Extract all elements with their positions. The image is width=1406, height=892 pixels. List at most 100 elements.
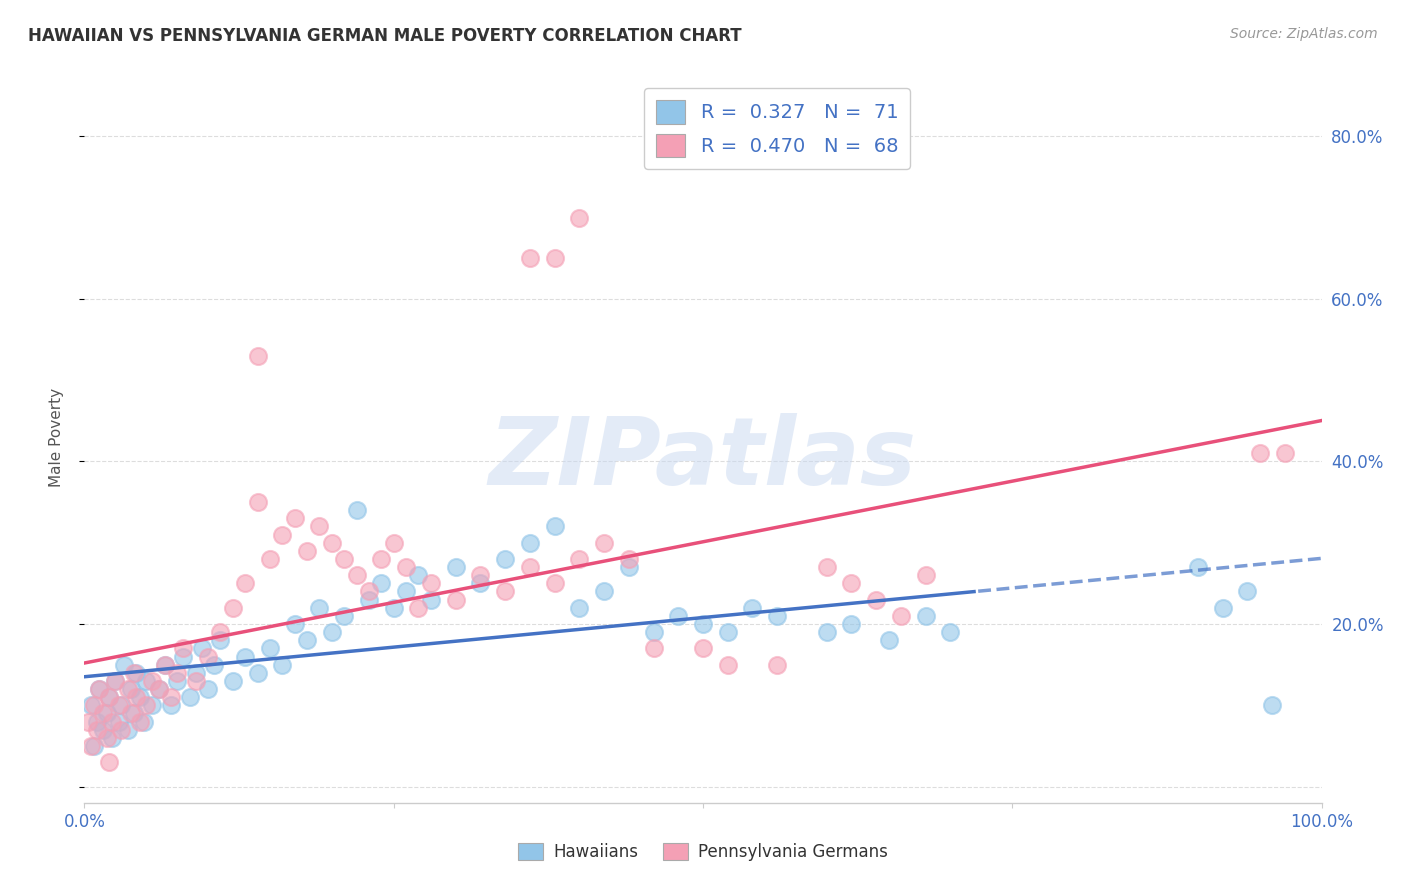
Point [382,535,405,549]
Point [321,625,343,640]
Point [233,649,256,664]
Point [110,698,132,713]
Point [470,568,492,582]
Point [333,608,356,623]
Point [91,723,114,737]
Point [233,576,256,591]
Point [89,681,111,696]
Point [96,706,118,721]
Point [108,714,131,729]
Point [419,576,441,591]
Point [617,552,640,566]
Point [333,552,356,566]
Point [766,608,789,623]
Point [191,641,214,656]
Point [222,673,245,688]
Point [125,665,148,680]
Point [98,755,121,769]
Point [117,681,139,696]
Point [160,698,183,713]
Point [519,252,541,266]
Point [184,665,207,680]
Point [865,592,887,607]
Point [91,706,114,721]
Point [284,511,307,525]
Point [148,681,170,696]
Point [444,592,467,607]
Point [246,665,269,680]
Point [1274,446,1296,460]
Point [568,211,591,225]
Point [370,552,392,566]
Point [259,552,281,566]
Point [89,681,111,696]
Point [129,690,152,705]
Point [153,657,176,672]
Point [593,535,616,549]
Point [346,503,368,517]
Point [79,739,101,753]
Point [593,584,616,599]
Point [321,535,343,549]
Point [841,617,863,632]
Point [153,657,176,672]
Point [295,544,318,558]
Point [494,584,516,599]
Point [543,252,565,266]
Point [271,657,294,672]
Legend: Hawaiians, Pennsylvania Germans: Hawaiians, Pennsylvania Germans [512,836,894,868]
Point [395,584,418,599]
Text: HAWAIIAN VS PENNSYLVANIA GERMAN MALE POVERTY CORRELATION CHART: HAWAIIAN VS PENNSYLVANIA GERMAN MALE POV… [28,27,742,45]
Point [1261,698,1284,713]
Point [202,657,225,672]
Point [890,608,912,623]
Point [86,723,108,737]
Point [370,576,392,591]
Point [132,714,155,729]
Point [357,584,380,599]
Point [197,681,219,696]
Point [470,576,492,591]
Point [494,552,516,566]
Point [666,608,689,623]
Point [284,617,307,632]
Point [222,600,245,615]
Point [419,592,441,607]
Point [1249,446,1271,460]
Point [717,657,740,672]
Point [98,690,121,705]
Point [766,657,789,672]
Point [166,673,188,688]
Point [184,673,207,688]
Point [135,673,157,688]
Point [395,560,418,574]
Point [79,698,101,713]
Point [120,706,142,721]
Point [568,552,591,566]
Point [382,600,405,615]
Point [741,600,763,615]
Text: ZIPatlas: ZIPatlas [489,413,917,505]
Point [259,641,281,656]
Y-axis label: Male Poverty: Male Poverty [49,387,63,487]
Point [617,560,640,574]
Point [1187,560,1209,574]
Point [197,649,219,664]
Point [141,698,163,713]
Point [100,714,122,729]
Point [815,560,838,574]
Point [120,681,142,696]
Point [519,535,541,549]
Point [692,617,714,632]
Point [112,657,135,672]
Point [86,714,108,729]
Point [117,723,139,737]
Point [877,633,900,648]
Point [104,673,127,688]
Point [1236,584,1258,599]
Point [643,641,665,656]
Point [141,673,163,688]
Point [122,706,145,721]
Point [408,600,430,615]
Point [179,690,201,705]
